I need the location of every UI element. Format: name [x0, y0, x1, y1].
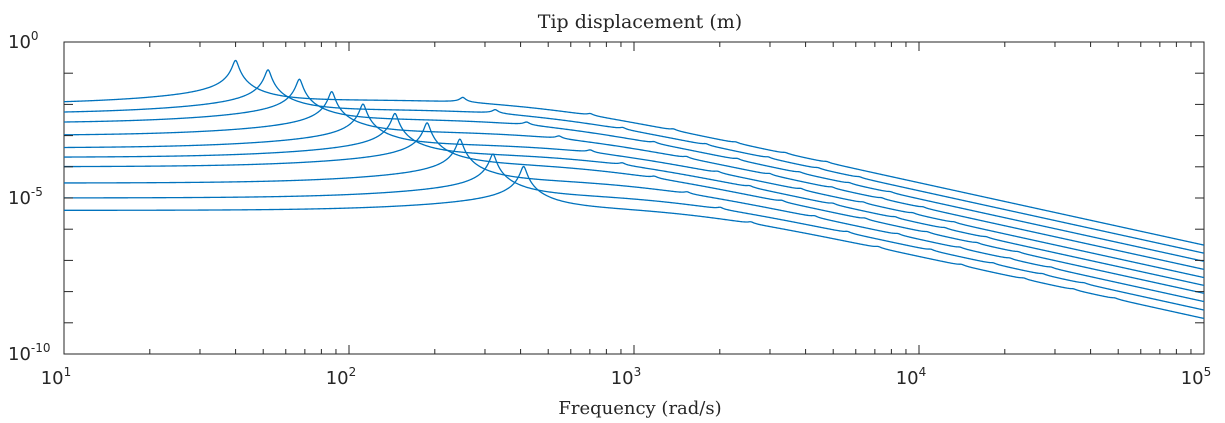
series-line-7	[64, 122, 1205, 294]
series-layer	[63, 59, 1205, 320]
series-line-3	[63, 78, 1205, 262]
series-line-10	[63, 165, 1205, 320]
series-line-4	[63, 90, 1205, 271]
y-tick-label: 10-5	[8, 185, 43, 209]
series-line-6	[63, 112, 1205, 287]
x-tick-label: 105	[1181, 365, 1212, 389]
plot-area-frame	[63, 41, 1205, 355]
x-tick-label: 102	[326, 365, 357, 389]
ticks-layer	[63, 41, 1204, 355]
x-axis-label: Frequency (rad/s)	[558, 398, 721, 419]
series-line-8	[64, 138, 1205, 303]
x-tick-label: 103	[611, 365, 642, 389]
chart-title: Tip displacement (m)	[538, 11, 742, 33]
series-line-5	[63, 103, 1205, 279]
series-line-1	[63, 59, 1205, 246]
tick-labels-layer: 101 102 103 104 105 100 10-5 10-10	[8, 29, 1211, 389]
y-tick-label: 100	[8, 29, 39, 53]
series-line-2	[63, 69, 1205, 254]
series-line-9	[64, 153, 1205, 311]
x-tick-label: 104	[896, 365, 927, 389]
x-tick-label: 101	[41, 365, 72, 389]
y-tick-label: 10-10	[8, 341, 51, 365]
